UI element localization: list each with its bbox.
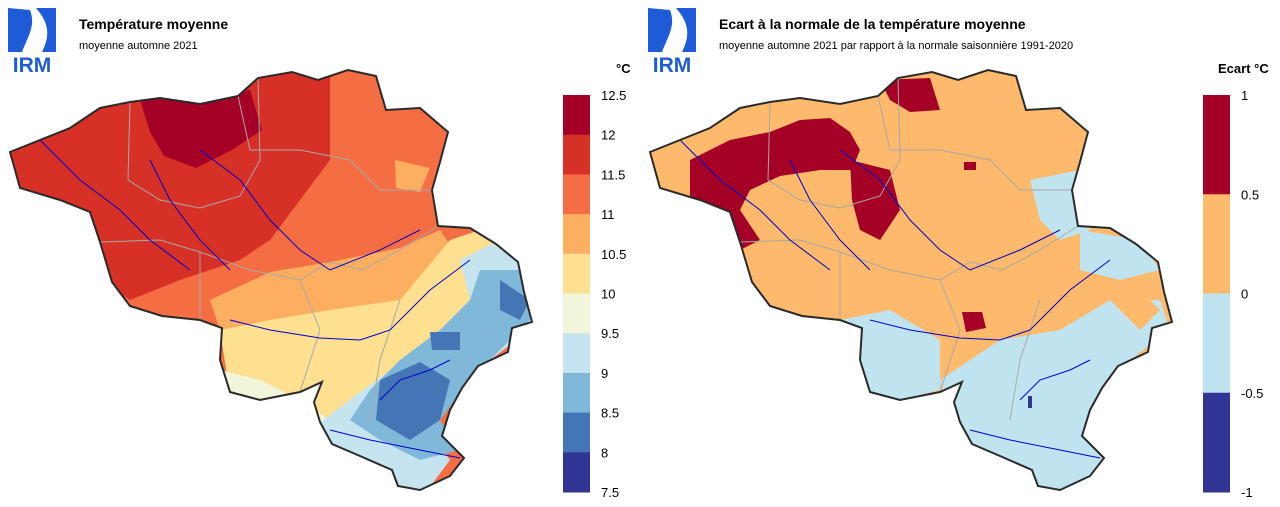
map-title: Ecart à la normale de la température moy… bbox=[719, 16, 1026, 32]
map-subtitle: moyenne automne 2021 bbox=[79, 40, 198, 52]
temperature-legend-swatch bbox=[563, 174, 590, 215]
anomaly-legend-swatch bbox=[1203, 293, 1230, 394]
temperature-legend-tick-label: 7.5 bbox=[601, 485, 619, 500]
anomaly-legend-tick-label: -0.5 bbox=[1241, 386, 1263, 401]
panel-mean-temperature: IRM Température moyenne moyenne automne … bbox=[6, 6, 631, 500]
irm-logo: IRM bbox=[646, 6, 698, 77]
temperature-legend-tick-label: 9 bbox=[601, 366, 608, 381]
anomaly-legend: 1 0.5 0 -0.5 -1 bbox=[1203, 88, 1263, 500]
irm-logo-mark bbox=[8, 8, 56, 52]
anomaly-legend-tick-label: 0.5 bbox=[1241, 187, 1259, 202]
anomaly-legend-tick-label: -1 bbox=[1241, 485, 1253, 500]
temperature-map: 12.5 12 11.5 11 10.5 10 9.5 9 8.5 8 7.5 bbox=[9, 69, 626, 500]
irm-logo-text: IRM bbox=[652, 54, 692, 77]
temperature-legend-tick-label: 9.5 bbox=[601, 326, 619, 341]
temperature-legend-swatch bbox=[563, 333, 590, 374]
irm-logo-mark bbox=[648, 8, 696, 52]
temperature-legend-tick-label: 11.5 bbox=[601, 167, 625, 182]
temperature-legend-tick-label: 8.5 bbox=[601, 406, 619, 421]
temperature-legend-tick-label: 11 bbox=[601, 207, 615, 222]
temperature-legend-swatch bbox=[563, 253, 590, 294]
temperature-legend-swatch bbox=[563, 95, 590, 136]
river-network bbox=[679, 139, 1111, 459]
irm-logo: IRM bbox=[6, 6, 58, 77]
river-network bbox=[39, 139, 471, 459]
temperature-legend: 12.5 12 11.5 11 10.5 10 9.5 9 8.5 8 7.5 bbox=[563, 88, 626, 500]
temperature-legend-swatch bbox=[563, 452, 590, 493]
legend-unit: °C bbox=[616, 61, 631, 76]
temperature-legend-swatch bbox=[563, 134, 590, 175]
temperature-legend-swatch bbox=[563, 293, 590, 334]
temperature-legend-swatch bbox=[563, 214, 590, 255]
temperature-legend-swatch bbox=[563, 372, 590, 414]
anomaly-legend-swatch bbox=[1203, 95, 1230, 195]
temperature-legend-tick-label: 10.5 bbox=[601, 247, 626, 262]
irm-logo-text: IRM bbox=[12, 54, 52, 77]
temperature-legend-tick-label: 12.5 bbox=[601, 88, 626, 103]
temperature-legend-tick-label: 8 bbox=[601, 445, 608, 460]
panel-temperature-anomaly: IRM Ecart à la normale de la température… bbox=[640, 0, 1280, 507]
anomaly-legend-tick-label: 1 bbox=[1241, 88, 1248, 103]
province-borders bbox=[99, 77, 439, 421]
anomaly-map: 1 0.5 0 -0.5 -1 bbox=[649, 69, 1263, 500]
anomaly-legend-tick-label: 0 bbox=[1241, 287, 1248, 302]
province-borders bbox=[739, 77, 1079, 421]
map-title: Température moyenne bbox=[79, 16, 229, 32]
temperature-legend-swatch bbox=[563, 412, 590, 453]
anomaly-legend-swatch bbox=[1203, 392, 1230, 493]
temperature-legend-tick-label: 10 bbox=[601, 287, 615, 302]
legend-unit: Ecart °C bbox=[1218, 61, 1269, 76]
temperature-legend-tick-label: 12 bbox=[601, 128, 615, 143]
anomaly-legend-swatch bbox=[1203, 194, 1230, 294]
map-subtitle: moyenne automne 2021 par rapport à la no… bbox=[719, 40, 1074, 52]
